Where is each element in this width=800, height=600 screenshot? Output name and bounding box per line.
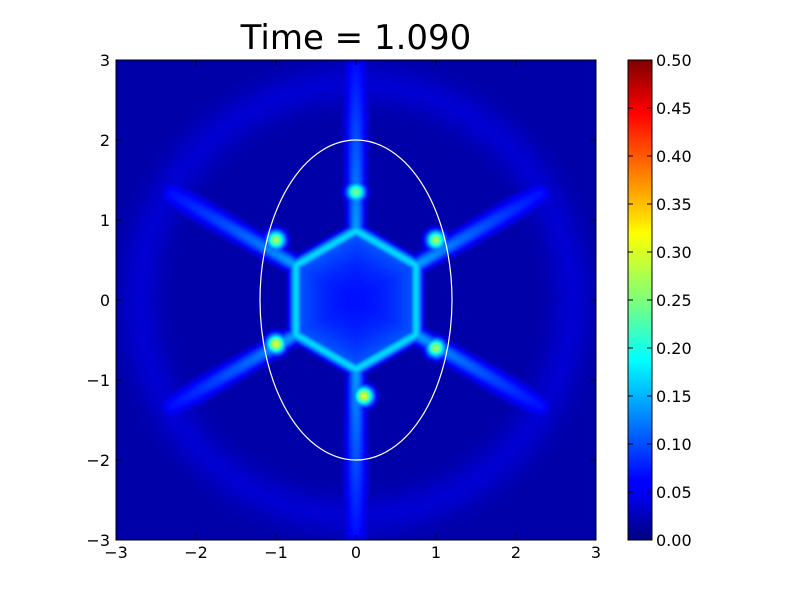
colorbar-tick-label: 0.25 bbox=[656, 291, 692, 310]
colorbar-tick-label: 0.45 bbox=[656, 99, 692, 118]
colorbar-tick-label: 0.20 bbox=[656, 339, 692, 358]
colorbar-tick-label: 0.00 bbox=[656, 531, 692, 550]
x-tick-label: 1 bbox=[431, 543, 441, 562]
x-tick-label: 2 bbox=[511, 543, 521, 562]
y-tick-label: 3 bbox=[100, 51, 110, 70]
x-tick-label: 3 bbox=[591, 543, 601, 562]
x-tick-label: −3 bbox=[104, 543, 128, 562]
overlay-ellipse bbox=[259, 139, 453, 461]
colorbar-tick-label: 0.15 bbox=[656, 387, 692, 406]
colorbar: 0.00 0.05 0.10 0.15 0.20 0.25 0.30 0.35 0.40 0.45… bbox=[627, 51, 692, 550]
colorbar-tick-label: 0.30 bbox=[656, 243, 692, 262]
y-axis: −3 −2 −1 0 1 2 3 bbox=[86, 51, 596, 550]
y-tick-label: 2 bbox=[100, 131, 110, 150]
heatmap-field bbox=[116, 60, 596, 540]
colorbar-tick-label: 0.10 bbox=[656, 435, 692, 454]
x-tick-label: −2 bbox=[184, 543, 208, 562]
x-tick-label: −1 bbox=[264, 543, 288, 562]
y-tick-label: −2 bbox=[86, 451, 110, 470]
colorbar-tick-label: 0.05 bbox=[656, 483, 692, 502]
y-tick-label: 1 bbox=[100, 211, 110, 230]
x-tick-label: 0 bbox=[351, 543, 361, 562]
colorbar-tick-label: 0.50 bbox=[656, 51, 692, 70]
x-axis: −3 −2 −1 0 1 2 3 bbox=[104, 60, 601, 562]
chart-title: Time = 1.090 bbox=[240, 18, 472, 58]
y-tick-label: −3 bbox=[86, 531, 110, 550]
y-tick-label: 0 bbox=[100, 291, 110, 310]
colorbar-ticks: 0.00 0.05 0.10 0.15 0.20 0.25 0.30 0.35 0.40 0.45… bbox=[628, 51, 692, 550]
colorbar-tick-label: 0.40 bbox=[656, 147, 692, 166]
colorbar-tick-label: 0.35 bbox=[656, 195, 692, 214]
plot-area bbox=[115, 59, 597, 541]
y-tick-label: −1 bbox=[86, 371, 110, 390]
